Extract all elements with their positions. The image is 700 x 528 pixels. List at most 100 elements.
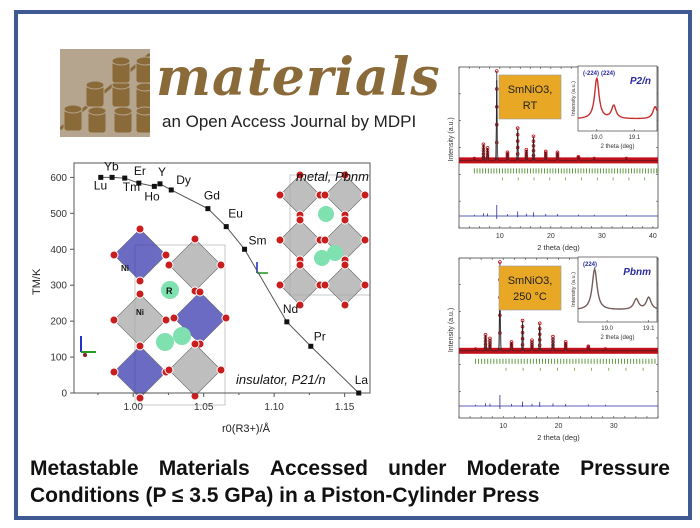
oxygen-atom: [190, 391, 200, 401]
oxygen-atom: [360, 235, 370, 245]
data-point-label: Nd: [283, 302, 298, 316]
observed-point: [530, 346, 534, 351]
oxygen-atom: [109, 250, 119, 260]
observed-point: [498, 331, 502, 335]
observed-point: [530, 342, 534, 347]
calculated-profile: [459, 80, 658, 161]
oxygen-atom: [135, 341, 145, 351]
observed-point: [555, 156, 560, 161]
observed-point: [543, 155, 548, 159]
x-axis-label: 2 theta (deg): [537, 433, 580, 442]
oxygen-atom: [109, 315, 119, 325]
title-word: Metastable: [30, 457, 139, 480]
observed-point: [494, 104, 499, 109]
x-tick-label: 10: [499, 423, 507, 430]
observed-point: [586, 344, 591, 349]
r-atom: [327, 245, 343, 261]
y-tick-label: 100: [50, 353, 67, 364]
oxygen-atom: [295, 260, 305, 270]
title-line-2: Conditions (P ≤ 3.5 GPa) in a Piston-Cyl…: [30, 484, 540, 507]
sample-label-text: SmNiO3,: [508, 275, 553, 287]
observed-point: [531, 153, 536, 158]
annotation-metal: metal, Pbnm: [296, 169, 369, 184]
inset-x-tick-label: 19.0: [591, 135, 603, 141]
observed-point: [543, 153, 548, 157]
observed-point: [531, 134, 536, 139]
observed-point: [498, 260, 502, 264]
oxygen-atom: [164, 365, 174, 375]
inset-x-tick-label: 19.1: [643, 326, 655, 332]
inset-peak-label: (-224): [583, 71, 599, 77]
oxygen-atom: [295, 215, 305, 225]
inset-observed: [577, 267, 658, 310]
observed-point: [543, 156, 548, 161]
inset-x-tick-label: 19.1: [629, 135, 641, 141]
data-point-label: Yb: [104, 159, 119, 173]
observed-point: [515, 145, 520, 150]
title-word: Materials: [158, 457, 250, 480]
oxygen-atom: [340, 215, 350, 225]
r-atom: [314, 250, 330, 266]
inset-plot: 19.0 19.1 2 theta (deg) Intensity (a.u.) P2/…: [571, 65, 658, 150]
observed-point: [576, 155, 581, 159]
observed-point: [592, 156, 597, 161]
data-point: [98, 174, 104, 180]
inset-y-axis-label: Intensity (a.u.): [571, 272, 577, 307]
data-point: [356, 390, 362, 396]
x-tick-label: 10: [496, 233, 504, 240]
data-point: [205, 206, 211, 212]
sample-label-box: SmNiO3, RT: [498, 74, 562, 120]
oxygen-atom: [360, 190, 370, 200]
x-tick-label: 20: [547, 233, 555, 240]
observed-point: [505, 156, 510, 161]
annotation-insulator: insulator, P21/n: [236, 372, 326, 387]
data-point-label: Er: [134, 164, 146, 178]
x-tick-label: 1.10: [264, 402, 284, 413]
oxygen-atom: [275, 235, 285, 245]
plot-frame: [73, 162, 371, 394]
inset-plot: 19.0 19.1 2 theta (deg) Intensity (a.u.) Pbn…: [571, 256, 658, 341]
oxygen-atom: [161, 250, 171, 260]
oxygen-atom: [135, 276, 145, 286]
observed-point: [473, 347, 478, 351]
data-point-label: Pr: [314, 329, 326, 343]
xrd-panel-250c: 10 20 30 2 theta (deg) Intensity (a.u.) SmNiO…: [448, 256, 659, 442]
axis-a-icon: [83, 353, 87, 357]
inset-observed: [577, 77, 658, 119]
observed-point: [509, 347, 514, 351]
r-atom: [173, 327, 191, 345]
y-tick-label: 600: [50, 173, 67, 184]
data-point: [284, 319, 290, 325]
r-atom: [318, 206, 334, 222]
oxygen-atom: [340, 170, 350, 180]
x-tick-label: 1.05: [194, 402, 214, 413]
oxygen-atom: [221, 313, 231, 323]
y-tick-label: 300: [50, 281, 67, 292]
data-point-label: La: [355, 373, 369, 387]
observed-point: [505, 155, 510, 159]
data-point-label: Lu: [94, 178, 107, 192]
cylinders-icon: [60, 52, 150, 134]
y-axis-label: Intensity (a.u.): [448, 117, 455, 161]
observed-point: [531, 148, 536, 153]
oxygen-atom: [216, 260, 226, 270]
observed-point: [494, 140, 499, 145]
data-point: [242, 246, 248, 252]
inset-x-axis-label: 2 theta (deg): [600, 144, 634, 150]
observed-point: [531, 144, 536, 148]
observed-point: [515, 139, 520, 143]
x-tick-label: 20: [555, 423, 563, 430]
oxygen-atom: [216, 365, 226, 375]
x-tick-label: 1.00: [123, 402, 143, 413]
inset-frame: [577, 65, 658, 132]
inset-space-group: P2/n: [630, 76, 651, 87]
inset-peak-label: (224): [583, 262, 597, 268]
oxygen-atom: [275, 190, 285, 200]
observed-point: [524, 156, 529, 161]
y-tick-label: 500: [50, 209, 67, 220]
data-point-label: Eu: [228, 207, 243, 221]
inset-peak-label: (224): [601, 71, 615, 77]
observed-point: [494, 69, 499, 73]
